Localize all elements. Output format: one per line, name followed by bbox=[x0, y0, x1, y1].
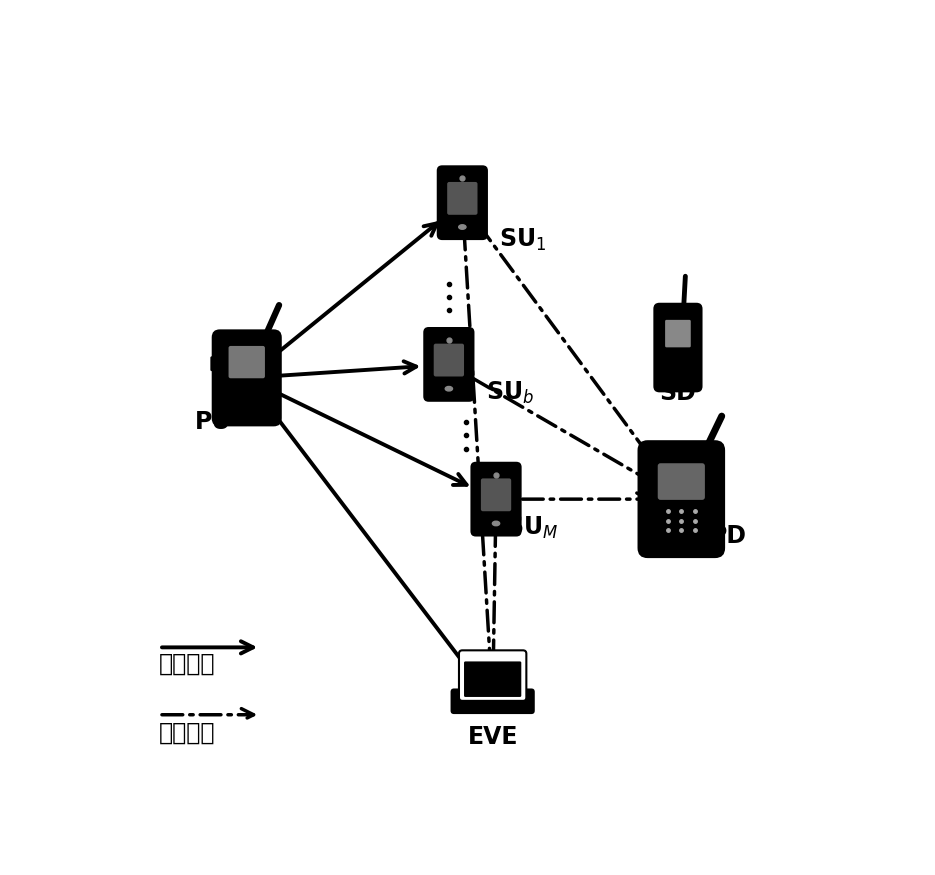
FancyBboxPatch shape bbox=[654, 303, 702, 392]
FancyBboxPatch shape bbox=[434, 344, 464, 376]
Text: 数据链路: 数据链路 bbox=[159, 652, 216, 676]
FancyBboxPatch shape bbox=[464, 662, 522, 697]
FancyBboxPatch shape bbox=[481, 479, 511, 511]
Ellipse shape bbox=[445, 387, 453, 391]
FancyBboxPatch shape bbox=[451, 689, 535, 714]
Text: SU$_M$: SU$_M$ bbox=[506, 515, 558, 542]
FancyBboxPatch shape bbox=[228, 346, 265, 378]
FancyBboxPatch shape bbox=[638, 440, 726, 558]
FancyBboxPatch shape bbox=[447, 182, 478, 214]
FancyBboxPatch shape bbox=[459, 650, 526, 701]
Text: EVE: EVE bbox=[468, 725, 518, 749]
Ellipse shape bbox=[493, 522, 499, 526]
Text: SD: SD bbox=[659, 382, 697, 405]
FancyBboxPatch shape bbox=[470, 462, 522, 536]
FancyBboxPatch shape bbox=[210, 356, 223, 371]
Text: PD: PD bbox=[710, 524, 747, 549]
Text: SU$_1$: SU$_1$ bbox=[499, 227, 547, 253]
Text: PU: PU bbox=[194, 410, 231, 434]
Text: SU$_b$: SU$_b$ bbox=[486, 381, 534, 407]
FancyBboxPatch shape bbox=[424, 327, 474, 402]
FancyBboxPatch shape bbox=[657, 463, 705, 500]
Text: 干扰信号: 干扰信号 bbox=[159, 721, 216, 745]
FancyBboxPatch shape bbox=[665, 320, 691, 347]
FancyBboxPatch shape bbox=[437, 165, 488, 240]
FancyBboxPatch shape bbox=[211, 329, 281, 426]
Ellipse shape bbox=[459, 225, 466, 229]
